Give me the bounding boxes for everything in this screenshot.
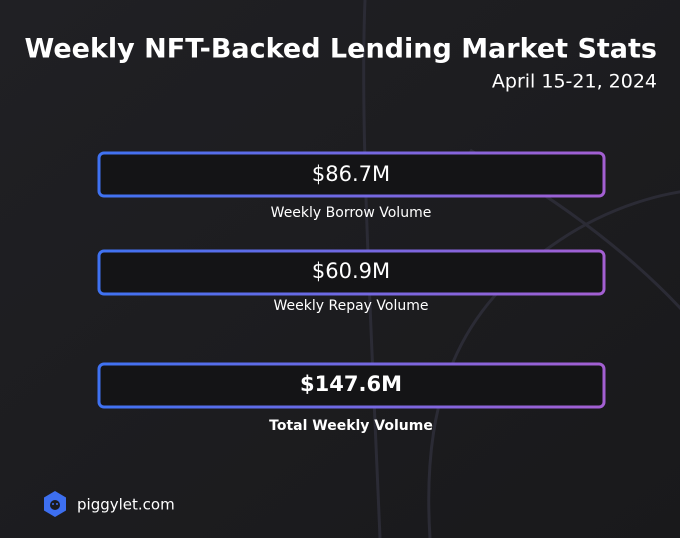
subtitle: April 15-21, 2024 bbox=[492, 71, 657, 93]
title: Weekly NFT-Backed Lending Market Stats bbox=[25, 34, 658, 65]
stat-box bbox=[97, 249, 606, 296]
stat-box bbox=[97, 151, 606, 198]
stat-label: Total Weekly Volume bbox=[269, 418, 433, 434]
brand-name: piggylet.com bbox=[77, 496, 175, 514]
stat-value: $86.7M bbox=[312, 162, 390, 186]
stat-value: $147.6M bbox=[300, 372, 402, 396]
stat-box bbox=[97, 362, 606, 409]
stat-label: Weekly Repay Volume bbox=[274, 298, 429, 314]
stat-label: Weekly Borrow Volume bbox=[271, 205, 432, 221]
stat-value: $60.9M bbox=[312, 259, 390, 283]
brand-logo bbox=[44, 491, 66, 517]
